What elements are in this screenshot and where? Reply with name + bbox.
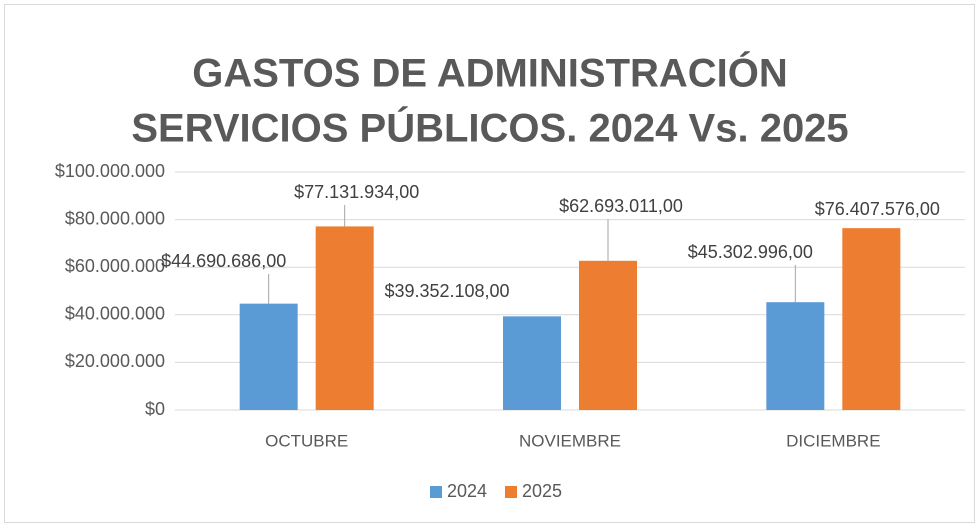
y-tick-label: $40.000.000 [65,304,165,324]
legend-swatch [430,486,442,498]
chart-title: GASTOS DE ADMINISTRACIÓN [192,50,788,96]
data-label: $39.352.108,00 [384,281,509,301]
chart-border [4,4,975,523]
data-label: $77.131.934,00 [294,182,419,202]
x-tick-label: NOVIEMBRE [519,431,621,450]
y-tick-label: $60.000.000 [65,256,165,276]
bar [766,302,825,410]
y-tick-label: $20.000.000 [65,351,165,371]
data-label: $62.693.011,00 [559,196,683,216]
legend-label: 2025 [522,481,562,501]
data-label: $45.302.996,00 [688,242,813,262]
y-tick-label: $0 [145,399,165,419]
data-label: $44.690.686,00 [161,251,286,271]
chart-title: SERVICIOS PÚBLICOS. 2024 Vs. 2025 [131,105,848,151]
legend-swatch [505,486,517,498]
data-label: $76.407.576,00 [815,199,940,219]
y-tick-label: $80.000.000 [65,208,165,228]
x-tick-label: OCTUBRE [265,431,348,450]
bar [239,303,298,410]
bar [503,316,561,410]
bar [579,260,637,410]
legend-label: 2024 [447,481,487,501]
bar [315,226,374,410]
y-tick-label: $100.000.000 [55,161,165,181]
x-tick-label: DICIEMBRE [786,431,880,450]
bar [842,228,901,410]
